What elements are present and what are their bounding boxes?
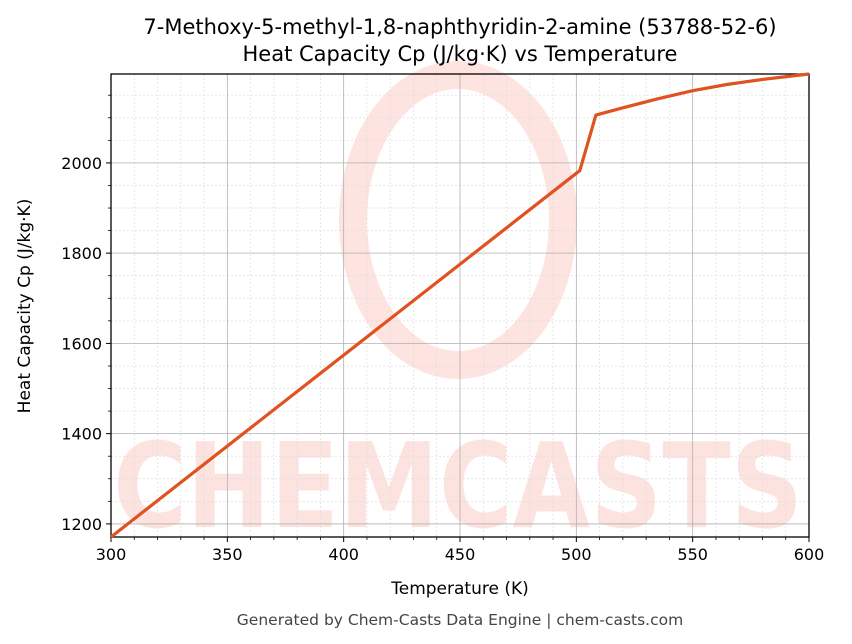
y-tick-label: 2000: [61, 154, 102, 173]
x-tick-label: 400: [328, 545, 359, 564]
x-tick-label: 300: [96, 545, 127, 564]
x-tick-label: 450: [445, 545, 476, 564]
y-tick-label: 1800: [61, 244, 102, 263]
chart-title: 7-Methoxy-5-methyl-1,8-naphthyridin-2-am…: [143, 15, 776, 39]
x-tick-label: 550: [677, 545, 708, 564]
y-tick-label: 1600: [61, 334, 102, 353]
series-line-cp: [110, 72, 810, 539]
watermark: CHEMCASTS: [113, 61, 803, 555]
watermark-logo-icon: [339, 61, 577, 379]
y-tick-label: 1200: [61, 515, 102, 534]
x-axis-label: Temperature (K): [390, 579, 529, 599]
chart-subtitle: Heat Capacity Cp (J/kg·K) vs Temperature: [243, 42, 678, 66]
axis-ticks: 300 350 400 450 500 550 600 1200 1400 1600 1800 200…: [61, 94, 825, 564]
series: [110, 72, 810, 539]
x-tick-label: 600: [794, 545, 825, 564]
x-tick-label: 500: [561, 545, 592, 564]
y-axis-label: Heat Capacity Cp (J/kg·K): [15, 199, 35, 414]
x-tick-label: 350: [212, 545, 243, 564]
footer-credit: Generated by Chem-Casts Data Engine | ch…: [237, 611, 683, 629]
y-tick-label: 1400: [61, 425, 102, 444]
watermark-text: CHEMCASTS: [113, 417, 803, 555]
